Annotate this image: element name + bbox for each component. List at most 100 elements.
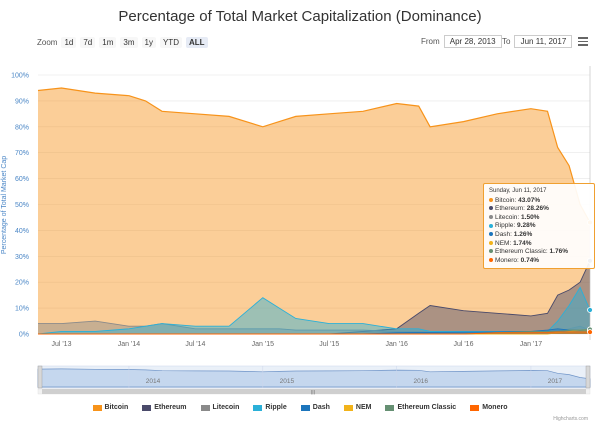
series-dot-icon: [489, 258, 493, 263]
tooltip-row: NEM: 1.74%: [489, 240, 589, 249]
chart-title: Percentage of Total Market Capitalizatio…: [118, 8, 482, 25]
zoom-label: Zoom: [37, 38, 58, 47]
legend-item-ethereum[interactable]: Ethereum: [142, 404, 187, 411]
legend-swatch-icon: [343, 404, 353, 411]
tooltip-date: Sunday, Jun 11, 2017: [489, 188, 547, 194]
y-tick-label: 70%: [15, 150, 29, 157]
legend-label: Ripple: [265, 404, 287, 411]
series-dot-icon: [489, 240, 493, 245]
y-tick-label: 20%: [15, 280, 29, 287]
navigator[interactable]: 2014 2015 2016 2017 |||: [37, 365, 591, 395]
area-ethereum: [38, 260, 590, 334]
x-tick-label: Jan '17: [520, 341, 542, 348]
zoom-7d-button[interactable]: 7d: [80, 37, 96, 48]
credits-link[interactable]: Highcharts.com: [553, 416, 588, 422]
tooltip-series-name: Monero:: [495, 256, 521, 264]
scrollbar-grip-icon[interactable]: |||: [311, 390, 315, 395]
legend-label: Bitcoin: [104, 404, 129, 411]
hamburger-menu-icon[interactable]: [578, 37, 588, 46]
zoom-ytd-button[interactable]: YTD: [159, 37, 182, 48]
line-bitcoin: [37, 87, 591, 223]
tooltip: Sunday, Jun 11, 2017 Bitcoin: 43.07% Ethe…: [483, 183, 595, 270]
tooltip-series-value: 1.26%: [513, 230, 533, 238]
x-tick-label: Jul '15: [319, 341, 339, 348]
hover-marker: [587, 307, 593, 313]
legend-label: Ethereum Classic: [397, 404, 457, 411]
legend: Bitcoin Ethereum Litecoin Ripple Dash NEM Ethe…: [0, 404, 600, 411]
zoom-1y-button[interactable]: 1y: [141, 37, 156, 48]
tooltip-series-value: 9.28%: [517, 222, 536, 230]
navigator-year-label: 2014: [146, 378, 161, 385]
legend-swatch-icon: [300, 404, 310, 411]
range-to-input[interactable]: Jun 11, 2017: [514, 35, 573, 48]
series-dot-icon: [489, 206, 493, 211]
x-tick-label: Jan '16: [386, 341, 408, 348]
zoom-3m-button[interactable]: 3m: [120, 37, 138, 48]
tooltip-series-name: Dash:: [495, 230, 514, 238]
legend-label: NEM: [355, 404, 372, 411]
legend-swatch-icon: [253, 404, 263, 411]
legend-item-ethereum-classic[interactable]: Ethereum Classic: [385, 404, 456, 411]
y-tick-label: 90%: [15, 98, 29, 105]
scrollbar-thumb[interactable]: [42, 389, 586, 394]
navigator-series: [37, 368, 591, 388]
zoom-1d-button[interactable]: 1d: [61, 37, 77, 48]
navigator-left-handle[interactable]: [37, 365, 43, 389]
tooltip-row: Litecoin: 1.50%: [489, 214, 589, 223]
area-litecoin: [38, 321, 590, 334]
y-tick-label: 40%: [15, 228, 29, 235]
y-tick-label: 10%: [15, 306, 29, 313]
tooltip-series-name: Ethereum Classic:: [495, 248, 550, 256]
range-to: To Jun 11, 2017: [502, 35, 573, 48]
series-dot-icon: [489, 215, 493, 220]
navigator-year-label: 2016: [413, 378, 428, 385]
legend-swatch-icon: [470, 404, 480, 411]
legend-swatch-icon: [142, 404, 152, 411]
y-axis-label: Percentage of Total Market Cap: [1, 156, 8, 254]
range-from: From Apr 28, 2013: [421, 35, 502, 48]
line-monero: [38, 331, 591, 335]
tooltip-series-name: Litecoin:: [495, 213, 522, 221]
legend-item-dash[interactable]: Dash: [300, 404, 330, 411]
y-tick-label: 80%: [15, 124, 29, 131]
legend-item-litecoin[interactable]: Litecoin: [200, 404, 239, 411]
area-ripple: [38, 287, 590, 334]
grid-lines: [38, 74, 590, 335]
series-dot-icon: [489, 223, 493, 228]
x-tick-label: Jan '14: [118, 341, 140, 348]
x-tick-label: Jul '16: [453, 341, 473, 348]
x-tick-label: Jul '14: [185, 341, 205, 348]
tooltip-row: Ripple: 9.28%: [489, 222, 589, 231]
legend-swatch-icon: [385, 404, 395, 411]
navigator-right-handle[interactable]: [585, 365, 591, 389]
y-tick-label: 60%: [15, 176, 29, 183]
x-axis-ticks: Jul '13 Jan '14 Jul '14 Jan '15 Jul '15 Jan '…: [51, 341, 542, 348]
area-monero: [38, 331, 590, 334]
zoom-all-button[interactable]: ALL: [185, 37, 208, 48]
tooltip-series-name: Ripple:: [495, 222, 518, 230]
legend-item-nem[interactable]: NEM: [343, 404, 372, 411]
legend-item-monero[interactable]: Monero: [470, 404, 507, 411]
legend-label: Dash: [312, 404, 330, 411]
tooltip-row: Ethereum Classic: 1.76%: [489, 248, 589, 257]
area-ethereum-classic: [38, 329, 590, 334]
series-areas: [37, 87, 591, 335]
series-dot-icon: [489, 232, 493, 237]
tooltip-row: Ethereum: 28.26%: [489, 205, 589, 214]
tooltip-series-name: Bitcoin:: [495, 196, 519, 204]
navigator-year-label: 2015: [280, 378, 295, 385]
y-tick-label: 100%: [11, 73, 29, 80]
area-bitcoin: [38, 88, 590, 334]
tooltip-row: Bitcoin: 43.07%: [489, 197, 589, 206]
zoom-1m-button[interactable]: 1m: [99, 37, 117, 48]
y-axis-ticks: 0% 10% 20% 30% 40% 50% 60% 70% 80% 90% 100%: [11, 73, 29, 339]
legend-item-ripple[interactable]: Ripple: [253, 404, 287, 411]
tooltip-rows: Bitcoin: 43.07% Ethereum: 28.26% Litecoin:…: [489, 197, 589, 266]
tooltip-row: Monero: 0.74%: [489, 257, 589, 266]
x-tick-label: Jan '15: [252, 341, 274, 348]
tooltip-row: Dash: 1.26%: [489, 231, 589, 240]
tooltip-series-name: NEM:: [495, 239, 514, 247]
range-from-input[interactable]: Apr 28, 2013: [443, 35, 502, 48]
series-dot-icon: [489, 249, 493, 254]
legend-item-bitcoin[interactable]: Bitcoin: [92, 404, 129, 411]
